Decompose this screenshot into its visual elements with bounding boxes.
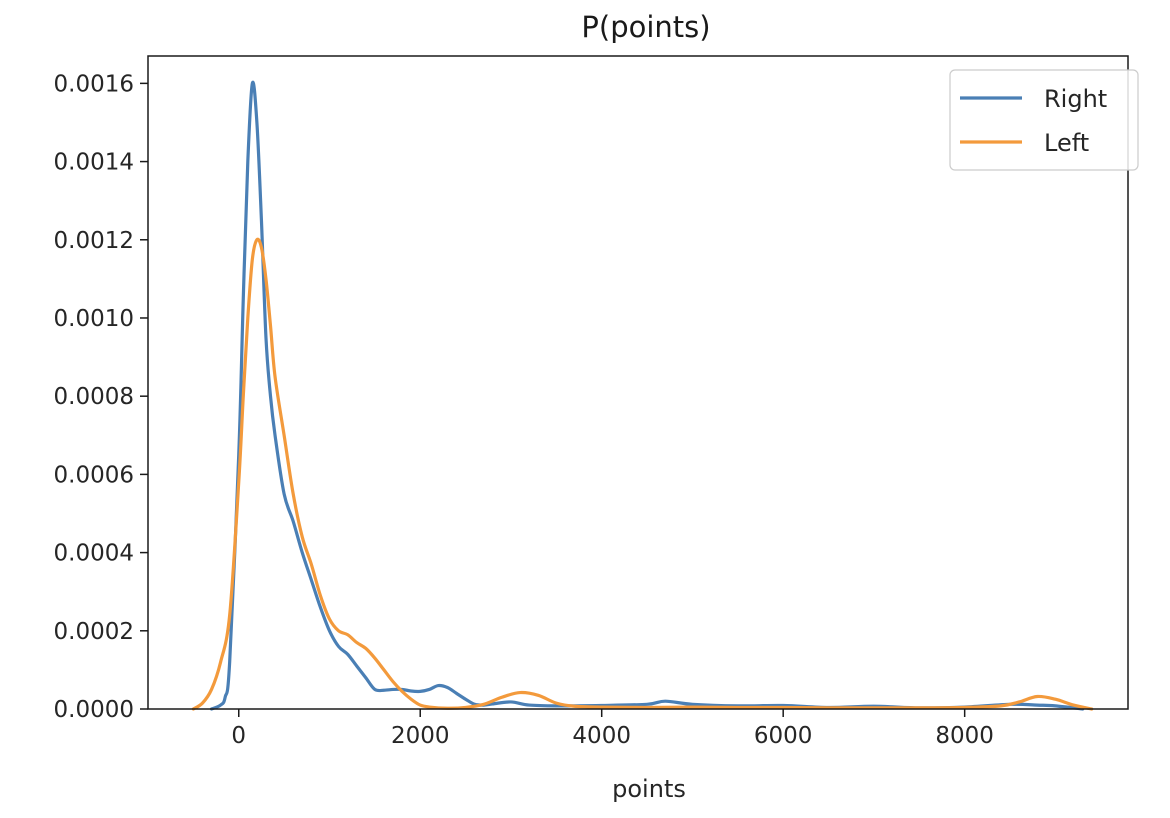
y-tick-label: 0.0010 [54, 306, 134, 332]
y-tick-label: 0.0014 [54, 150, 134, 176]
x-tick-label: 6000 [754, 723, 813, 749]
series-line-left [191, 237, 1094, 711]
x-tick-label: 4000 [572, 723, 631, 749]
series-line-right [209, 80, 1085, 711]
series-layer [191, 80, 1094, 711]
x-tick-label: 2000 [391, 723, 450, 749]
y-tick-label: 0.0006 [54, 462, 134, 488]
y-axis: 0.0000 0.0002 0.0004 0.0006 0.0008 0.0010 0.00… [54, 71, 148, 723]
legend: Right Left [949, 69, 1139, 171]
y-tick-label: 0.0004 [54, 541, 134, 567]
x-tick-label: 8000 [935, 723, 994, 749]
chart-title: P(points) [581, 10, 710, 44]
y-tick-label: 0.0008 [54, 384, 134, 410]
x-tick-label: 0 [231, 723, 246, 749]
x-axis-label: points [612, 775, 686, 803]
y-tick-label: 0.0000 [54, 697, 134, 723]
legend-label-left: Left [1044, 129, 1089, 157]
plot-frame [147, 55, 1129, 710]
x-axis: 0 2000 4000 6000 8000 [231, 709, 994, 749]
y-tick-label: 0.0012 [54, 228, 134, 254]
legend-label-right: Right [1044, 85, 1107, 113]
legend-box [949, 69, 1139, 171]
y-tick-label: 0.0016 [54, 71, 134, 97]
y-tick-label: 0.0002 [54, 619, 134, 645]
